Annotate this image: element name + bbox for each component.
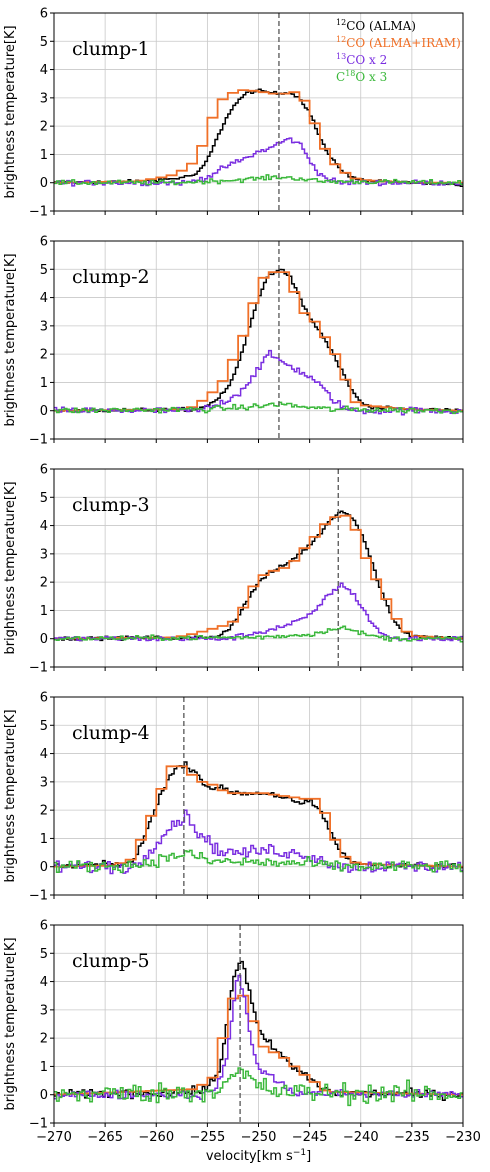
panel-clump-4: −1 0 1 2 3 4 5 6 brightness temperature[K] clump-…: [3, 691, 464, 904]
y-tick-label: 6: [40, 919, 48, 934]
y-tick-label: 2: [40, 120, 48, 135]
y-tick-label: 6: [40, 7, 48, 22]
y-tick-label: 3: [40, 91, 48, 106]
y-tick-label: 5: [40, 491, 48, 506]
panel-clump-1: −1 0 1 2 3 4 5 6 brightness temperature[K] clump-…: [3, 7, 464, 220]
y-tick-label: 3: [40, 1003, 48, 1018]
legend: 12CO (ALMA) 12CO (ALMA+IRAM) 13CO x 2 C18O …: [336, 18, 461, 84]
y-tick-label: −1: [29, 205, 48, 220]
y-tick-label: 6: [40, 235, 48, 250]
y-tick-label: 2: [40, 576, 48, 591]
x-tick-label: −265: [87, 1130, 123, 1145]
x-tick-label: −240: [343, 1130, 379, 1145]
y-tick-label: 2: [40, 348, 48, 363]
panel-clump-3: −1 0 1 2 3 4 5 6 brightness temperature[K] clump-…: [3, 463, 464, 676]
legend-entry: 12CO (ALMA): [336, 18, 416, 33]
y-tick-label: 0: [40, 860, 48, 875]
y-tick-label: 0: [40, 176, 48, 191]
y-tick-label: 1: [40, 376, 48, 391]
panel-label: clump-2: [72, 266, 150, 288]
x-tick-label: −260: [138, 1130, 174, 1145]
y-axis-label: brightness temperature[K]: [3, 253, 18, 426]
y-tick-label: 5: [40, 947, 48, 962]
y-tick-label: −1: [29, 661, 48, 676]
panel-label: clump-1: [72, 38, 150, 60]
y-tick-label: 6: [40, 463, 48, 478]
y-tick-label: 3: [40, 547, 48, 562]
y-tick-label: 5: [40, 263, 48, 278]
y-tick-label: −1: [29, 1117, 48, 1132]
x-tick-label: −245: [292, 1130, 328, 1145]
y-tick-label: −1: [29, 889, 48, 904]
y-tick-label: 3: [40, 319, 48, 334]
legend-entry: C18O x 3: [336, 69, 387, 84]
legend-entry: 13CO x 2: [336, 52, 387, 67]
y-tick-label: 4: [40, 291, 48, 306]
panel-clump-2: −1 0 1 2 3 4 5 6 brightness temperature[K] clump-…: [3, 235, 464, 448]
y-tick-label: −1: [29, 433, 48, 448]
y-tick-label: 6: [40, 691, 48, 706]
panel-label: clump-3: [72, 494, 150, 516]
x-tick-label: −235: [394, 1130, 430, 1145]
y-tick-label: 0: [40, 1088, 48, 1103]
y-axis-label: brightness temperature[K]: [3, 25, 18, 198]
series-line-c18o-x-3: [54, 174, 463, 186]
y-tick-label: 4: [40, 519, 48, 534]
legend-entry: 12CO (ALMA+IRAM): [336, 35, 461, 50]
y-tick-label: 1: [40, 1060, 48, 1075]
y-tick-label: 1: [40, 604, 48, 619]
series-line-c18o-x-3: [54, 401, 463, 415]
y-tick-label: 0: [40, 404, 48, 419]
y-tick-label: 5: [40, 35, 48, 50]
panel-group: −1 0 1 2 3 4 5 6 brightness temperature[K] clump-…: [3, 7, 481, 1165]
panel-clump-5: −1 0 1 2 3 4 5 6 brightness temperature[K] clump-…: [3, 919, 481, 1165]
panel-label: clump-4: [72, 722, 150, 744]
x-tick-label: −250: [241, 1130, 277, 1145]
y-tick-label: 1: [40, 832, 48, 847]
y-tick-label: 4: [40, 63, 48, 78]
y-tick-label: 2: [40, 804, 48, 819]
y-tick-label: 0: [40, 632, 48, 647]
y-tick-label: 2: [40, 1032, 48, 1047]
x-axis-label: velocity[km s−1]: [206, 1148, 311, 1164]
series-line-c18o-x-3: [54, 1067, 463, 1107]
y-axis-label: brightness temperature[K]: [3, 937, 18, 1110]
series-line-c18o-x-3: [54, 849, 463, 874]
x-tick-label: −255: [190, 1130, 226, 1145]
y-axis-label: brightness temperature[K]: [3, 709, 18, 882]
y-tick-label: 4: [40, 747, 48, 762]
y-tick-label: 4: [40, 975, 48, 990]
y-tick-label: 5: [40, 719, 48, 734]
series-line-c18o-x-3: [54, 625, 463, 643]
y-axis-label: brightness temperature[K]: [3, 481, 18, 654]
x-tick-label: −270: [36, 1130, 72, 1145]
y-tick-label: 1: [40, 148, 48, 163]
panel-label: clump-5: [72, 950, 150, 972]
y-tick-label: 3: [40, 775, 48, 790]
x-tick-label: −230: [445, 1130, 481, 1145]
